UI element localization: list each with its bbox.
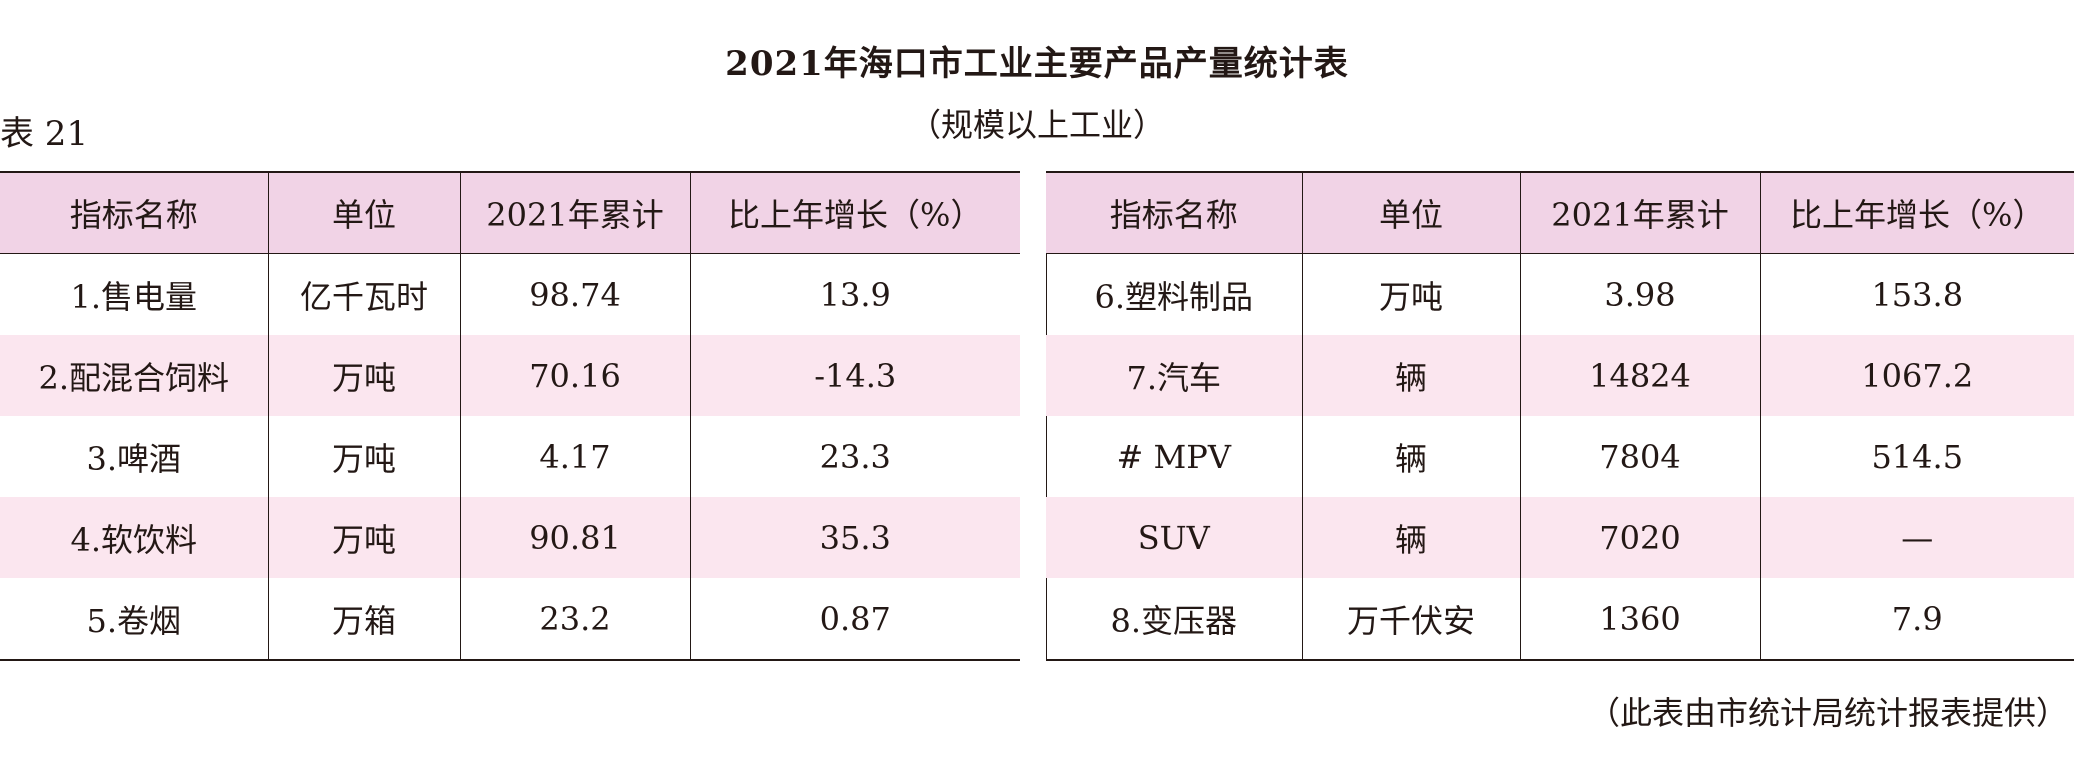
indicator-name-cell: 8.变压器 xyxy=(1046,578,1302,661)
total-cell: 98.74 xyxy=(459,253,690,335)
unit-cell: 万吨 xyxy=(267,416,460,497)
header-unit: 单位 xyxy=(267,171,460,254)
total-cell: 1360 xyxy=(1519,578,1760,661)
unit-cell: 亿千瓦时 xyxy=(267,253,460,335)
growth-cell: 1067.2 xyxy=(1759,335,2074,416)
unit-cell: 万吨 xyxy=(267,335,460,416)
unit-cell: 万吨 xyxy=(267,497,460,578)
header-2021-total: 2021年累计 xyxy=(459,171,690,254)
indicator-name-cell: 1.售电量 xyxy=(70,277,198,316)
indicator-name-cell: 5.卷烟 xyxy=(0,578,268,661)
header-indicator-name: 指标名称 xyxy=(1046,171,1302,254)
growth-cell: 153.8 xyxy=(1759,253,2074,335)
left-data-table: 指标名称 单位 2021年累计 比上年增长（%） 1.售电量 亿千瓦时 98.7… xyxy=(0,171,1020,661)
total-cell: 7804 xyxy=(1519,416,1760,497)
indicator-name-cell: # MPV xyxy=(1116,437,1231,476)
table-row: 4.软饮料 万吨 90.81 35.3 xyxy=(0,497,1020,578)
table-row: 7.汽车 辆 14824 1067.2 xyxy=(1046,335,2074,416)
table-row: 2.配混合饲料 万吨 70.16 -14.3 xyxy=(0,335,1020,416)
unit-cell: 辆 xyxy=(1301,335,1520,416)
table-row: 1.售电量 亿千瓦时 98.74 13.9 xyxy=(0,253,1020,335)
total-cell: 3.98 xyxy=(1519,253,1760,335)
table-title: 2021年海口市工业主要产品产量统计表 xyxy=(725,44,1349,84)
total-cell: 70.16 xyxy=(459,335,690,416)
growth-cell: 13.9 xyxy=(689,253,1020,335)
header-unit: 单位 xyxy=(1301,171,1520,254)
unit-cell: 万千伏安 xyxy=(1301,578,1520,661)
growth-cell: 7.9 xyxy=(1759,578,2074,661)
table-subtitle: （规模以上工业） xyxy=(908,106,1165,144)
header-2021-total: 2021年累计 xyxy=(1519,171,1760,254)
growth-cell: -14.3 xyxy=(689,335,1020,416)
table-row: 6.塑料制品 万吨 3.98 153.8 xyxy=(1046,253,2074,335)
unit-cell: 辆 xyxy=(1301,416,1520,497)
total-cell: 14824 xyxy=(1519,335,1760,416)
unit-cell: 万吨 xyxy=(1301,253,1520,335)
indicator-name-cell: 7.汽车 xyxy=(1046,335,1302,416)
total-cell: 4.17 xyxy=(459,416,690,497)
indicator-name-cell: SUV xyxy=(1046,497,1302,578)
indicator-name-cell: 6.塑料制品 xyxy=(1094,277,1254,316)
indicator-name-cell: 4.软饮料 xyxy=(0,497,268,578)
table-row: SUV 辆 7020 — xyxy=(1046,497,2074,578)
growth-cell: — xyxy=(1759,497,2074,578)
header-growth-percent: 比上年增长（%） xyxy=(689,171,1020,254)
table-header-row: 指标名称 单位 2021年累计 比上年增长（%） xyxy=(1046,171,2074,254)
table-number-label: 表 21 xyxy=(0,114,89,154)
indicator-name-cell: 2.配混合饲料 xyxy=(0,335,268,416)
growth-cell: 35.3 xyxy=(689,497,1020,578)
table-row: 3.啤酒 万吨 4.17 23.3 xyxy=(0,416,1020,497)
table-header-row: 指标名称 单位 2021年累计 比上年增长（%） xyxy=(0,171,1020,254)
header-indicator-name: 指标名称 xyxy=(0,171,268,254)
right-data-table: 指标名称 单位 2021年累计 比上年增长（%） 6.塑料制品 万吨 3.98 … xyxy=(1046,171,2074,661)
unit-cell: 万箱 xyxy=(267,578,460,661)
total-cell: 7020 xyxy=(1519,497,1760,578)
unit-cell: 辆 xyxy=(1301,497,1520,578)
table-row: # MPV 辆 7804 514.5 xyxy=(1046,416,2074,497)
indicator-name-cell: 3.啤酒 xyxy=(86,439,182,478)
total-cell: 23.2 xyxy=(459,578,690,661)
source-footnote: （此表由市统计局统计报表提供） xyxy=(1587,694,2068,732)
total-cell: 90.81 xyxy=(459,497,690,578)
growth-cell: 514.5 xyxy=(1759,416,2074,497)
growth-cell: 0.87 xyxy=(689,578,1020,661)
table-row: 8.变压器 万千伏安 1360 7.9 xyxy=(1046,578,2074,661)
table-row: 5.卷烟 万箱 23.2 0.87 xyxy=(0,578,1020,661)
header-growth-percent: 比上年增长（%） xyxy=(1759,171,2074,254)
growth-cell: 23.3 xyxy=(689,416,1020,497)
